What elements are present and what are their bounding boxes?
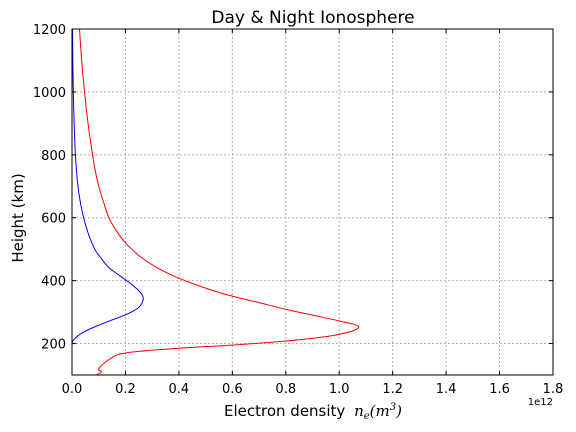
series-layer — [72, 29, 360, 375]
x-axis-label-math: n — [354, 402, 364, 420]
x-tick-label: 0.4 — [169, 382, 190, 397]
x-axis-label-math-paren: (m — [370, 402, 390, 420]
y-tick-label: 1200 — [33, 23, 66, 38]
y-axis-label: Height (km) — [9, 173, 27, 262]
x-axis-label-math-sub: e — [364, 411, 370, 422]
x-tick-label: 0.8 — [275, 382, 296, 397]
x-axis-label-text: Electron density — [224, 402, 345, 420]
y-tick-label: 1000 — [33, 86, 66, 101]
x-tick-label: 0.0 — [62, 382, 83, 397]
x-tick-label: 1.2 — [382, 382, 403, 397]
series-line-red — [78, 29, 360, 375]
ticks: 0.0 0.2 0.4 0.6 0.8 1.0 1.2 1.4 1.6 1.8 200 400 600 8… — [33, 23, 563, 397]
x-tick-label: 1.0 — [329, 382, 350, 397]
y-tick-label: 800 — [41, 149, 66, 164]
chart-title: Day & Night Ionosphere — [211, 8, 414, 28]
x-tick-label: 0.2 — [115, 382, 136, 397]
plot-frame — [71, 28, 554, 376]
series-line-blue — [72, 29, 144, 375]
x-axis-label-math-close: ) — [395, 402, 402, 420]
x-tick-label: 1.6 — [489, 382, 510, 397]
y-tick-label: 400 — [41, 275, 66, 290]
grid — [71, 28, 554, 375]
x-offset-label: 1e12 — [528, 397, 553, 408]
x-tick-label: 0.6 — [222, 382, 243, 397]
y-tick-label: 200 — [41, 338, 66, 353]
x-tick-label: 1.4 — [436, 382, 457, 397]
y-tick-label: 600 — [41, 212, 66, 227]
x-axis-label: Electron density ne(m3) — [224, 402, 402, 422]
x-tick-label: 1.8 — [543, 382, 564, 397]
x-axis-label-math-sup: 3 — [390, 402, 396, 413]
